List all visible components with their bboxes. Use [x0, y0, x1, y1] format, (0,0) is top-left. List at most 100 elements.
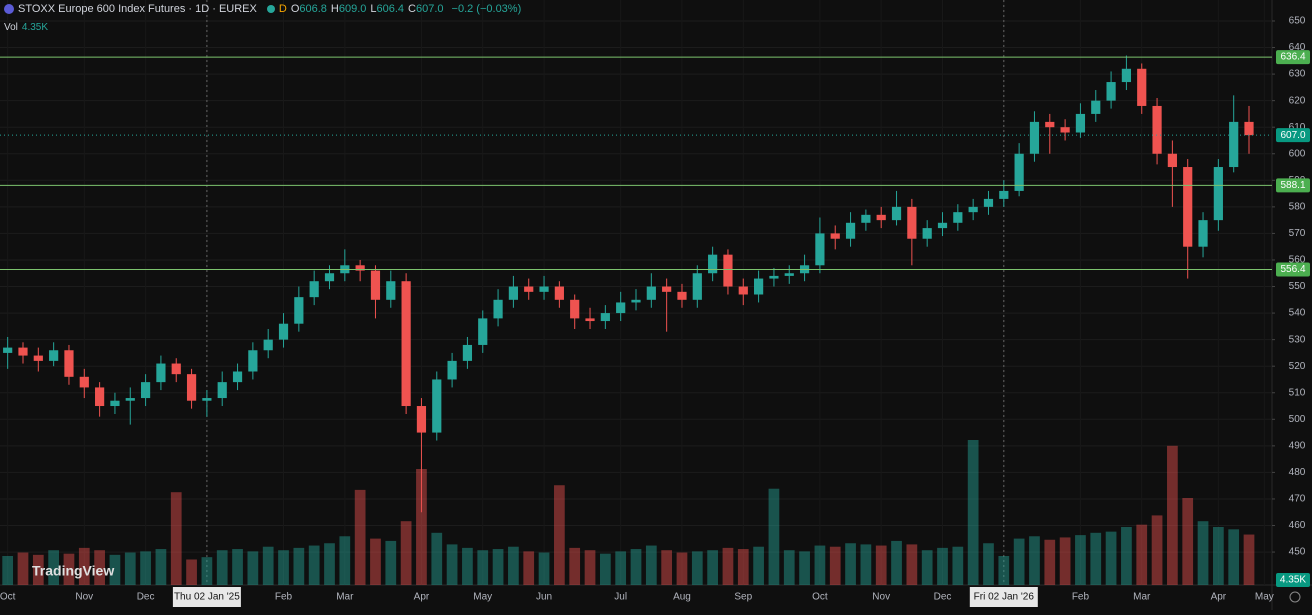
x-tick-label: Nov — [872, 592, 890, 603]
volume-bar — [983, 543, 994, 585]
volume-bar — [569, 547, 581, 585]
candle-body — [386, 281, 396, 300]
x-tick-label: Feb — [1072, 592, 1090, 603]
candle-body — [784, 273, 794, 276]
candle-body — [1029, 121, 1040, 154]
candle-body — [447, 360, 457, 380]
volume-bar — [278, 550, 289, 585]
volume-bar — [829, 546, 841, 585]
candle-body — [278, 323, 289, 340]
ohlc-value: 609.0 — [338, 3, 367, 15]
level-label: 556.4 — [1280, 264, 1305, 275]
candle-body — [999, 190, 1009, 199]
candle-body — [355, 265, 365, 271]
volume-bar — [124, 552, 136, 585]
x-tick-label: Feb — [275, 592, 293, 603]
candle-body — [769, 275, 779, 279]
candle-body — [508, 286, 518, 300]
candle-body — [125, 398, 135, 401]
volume-bar — [446, 544, 458, 585]
volume-bar — [584, 550, 596, 585]
y-tick-label: 640 — [1289, 42, 1306, 53]
candle-body — [1106, 82, 1116, 101]
ohlc: O606.8 H609.0 L606.4 C607.0 — [291, 3, 448, 15]
volume-bar — [17, 552, 29, 585]
volume-bar — [477, 550, 489, 585]
candle-body — [462, 344, 473, 361]
candle-body — [186, 374, 197, 401]
volume-bar — [78, 547, 90, 585]
candle-body — [953, 212, 963, 223]
candle-body — [309, 281, 319, 298]
y-tick-label: 570 — [1289, 228, 1306, 239]
candle-body — [708, 254, 718, 274]
symbol: STOXX Europe 600 Index Futures · 1D · EU… — [18, 3, 257, 15]
candle-body — [33, 355, 43, 361]
candle-body — [1152, 105, 1162, 154]
volume-bar — [370, 538, 381, 585]
last-price-label: 607.0 — [1280, 130, 1305, 141]
candle-body — [539, 286, 549, 292]
volume-bar — [492, 549, 504, 585]
candle-body — [754, 278, 764, 295]
volume-bar — [1243, 534, 1255, 585]
volume-bar — [845, 543, 856, 585]
volume-bar — [722, 547, 734, 585]
x-tick-label: May — [473, 592, 492, 603]
ohlc-key: C — [408, 3, 416, 15]
candle-body — [876, 214, 886, 221]
volume-bar — [599, 553, 611, 585]
ohlc-value: 606.4 — [376, 3, 405, 15]
candle-body — [324, 273, 335, 282]
y-tick-label: 450 — [1289, 547, 1306, 558]
candle-body — [140, 382, 151, 399]
candle-body — [493, 299, 503, 319]
volume-bar — [63, 553, 75, 585]
volume-bar — [216, 550, 228, 585]
candle-body — [432, 379, 442, 433]
volume-bar — [1059, 537, 1071, 585]
y-tick-label: 550 — [1289, 281, 1306, 292]
volume-bar — [2, 556, 14, 585]
volume-bar — [967, 440, 979, 585]
candle-body — [1060, 127, 1070, 133]
volume-label: Vol — [4, 22, 18, 33]
volume-bar — [783, 550, 795, 585]
volume-bar — [1044, 539, 1056, 585]
volume-bar — [155, 549, 167, 585]
candle-body — [1244, 121, 1254, 136]
candle-body — [585, 318, 595, 322]
volume-bar — [186, 559, 197, 585]
volume-bar — [921, 550, 933, 585]
volume-legend: Vol 4.35K — [4, 22, 48, 33]
volume-bar — [661, 550, 673, 585]
badge: D — [278, 3, 287, 15]
volume-bar — [1182, 498, 1194, 585]
y-tick-label: 540 — [1289, 308, 1306, 319]
status-dot — [266, 5, 275, 13]
candle-body — [1014, 153, 1024, 191]
settings-icon[interactable] — [1289, 591, 1301, 603]
x-tick-label: Sep — [734, 592, 752, 603]
x-tick-label: Jul — [614, 592, 627, 603]
candle-body — [646, 286, 656, 300]
ohlc-value: 606.8 — [299, 3, 327, 15]
x-tick-label: May — [1255, 592, 1274, 603]
x-tick-label: Mar — [336, 592, 354, 603]
candle-body — [478, 318, 488, 345]
candle-body — [370, 270, 381, 300]
y-tick-label: 490 — [1289, 440, 1306, 451]
volume-bar — [201, 557, 213, 585]
x-tick-label: Dec — [934, 592, 952, 603]
volume-bar — [400, 521, 412, 585]
volume-bar — [1212, 527, 1224, 585]
candle-body — [1213, 167, 1223, 221]
candle-body — [1121, 68, 1132, 83]
volume-bar — [691, 551, 703, 585]
ohlc-key: L — [370, 3, 377, 15]
candle-body — [1229, 121, 1239, 168]
x-tick-label: Apr — [414, 592, 430, 603]
x-tick-label: Fri 02 Jan '26 — [974, 592, 1035, 603]
candle-body — [600, 313, 610, 322]
